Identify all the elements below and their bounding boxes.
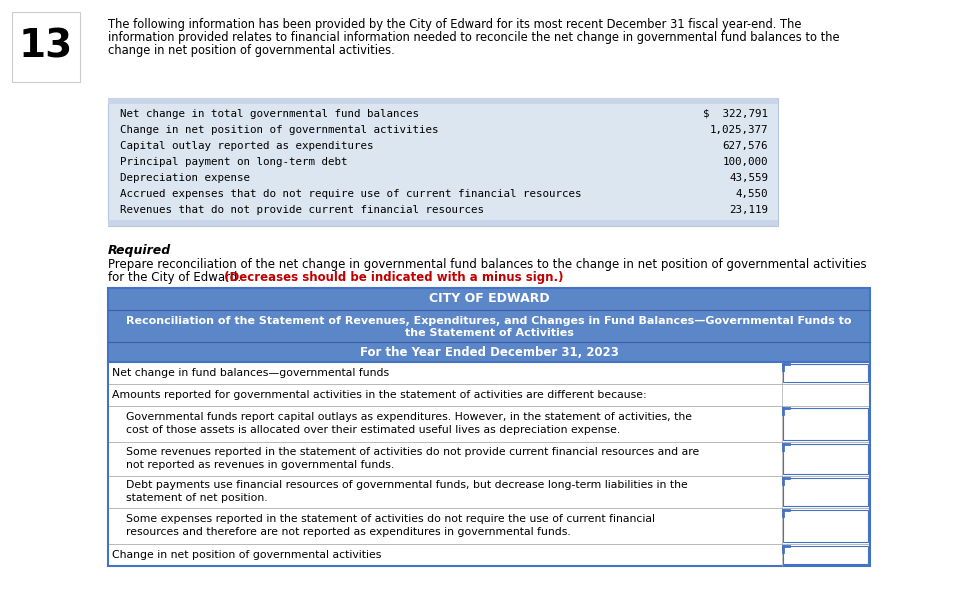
Bar	[108, 342, 870, 362]
Bar	[108, 288, 870, 310]
Text: Some revenues reported in the statement of activities do not provide current fin: Some revenues reported in the statement …	[126, 447, 699, 457]
Text: resources and therefore are not reported as expenditures in governmental funds.: resources and therefore are not reported…	[126, 527, 571, 537]
Text: $  322,791: $ 322,791	[703, 109, 768, 119]
Bar	[108, 544, 870, 566]
Bar	[108, 220, 778, 226]
Text: For the Year Ended December 31, 2023: For the Year Ended December 31, 2023	[360, 345, 619, 359]
Text: 1,025,377: 1,025,377	[710, 125, 768, 135]
Text: Accrued expenses that do not require use of current financial resources: Accrued expenses that do not require use…	[120, 189, 581, 199]
Text: Capital outlay reported as expenditures: Capital outlay reported as expenditures	[120, 141, 373, 151]
Text: Governmental funds report capital outlays as expenditures. However, in the state: Governmental funds report capital outlay…	[126, 412, 692, 422]
Bar	[783, 510, 868, 542]
Text: 43,559: 43,559	[729, 173, 768, 183]
Text: 100,000: 100,000	[722, 157, 768, 167]
Text: 4,550: 4,550	[736, 189, 768, 199]
Text: Reconciliation of the Statement of Revenues, Expenditures, and Changes in Fund B: Reconciliation of the Statement of Reven…	[126, 316, 852, 326]
Bar	[108, 98, 778, 226]
Text: The following information has been provided by the City of Edward for its most r: The following information has been provi…	[108, 18, 801, 31]
Text: the Statement of Activities: the Statement of Activities	[405, 328, 574, 338]
Text: Amounts reported for governmental activities in the statement of activities are : Amounts reported for governmental activi…	[112, 390, 647, 399]
Text: Required: Required	[108, 244, 172, 257]
Text: 627,576: 627,576	[722, 141, 768, 151]
Bar	[108, 98, 778, 104]
Bar	[108, 476, 870, 508]
Text: for the City of Edward.: for the City of Edward.	[108, 271, 241, 284]
Bar	[108, 310, 870, 342]
Text: Net change in total governmental fund balances: Net change in total governmental fund ba…	[120, 109, 419, 119]
Text: Revenues that do not provide current financial resources: Revenues that do not provide current fin…	[120, 205, 484, 215]
Bar	[108, 362, 870, 566]
Bar	[783, 444, 868, 474]
Text: Net change in fund balances—governmental funds: Net change in fund balances—governmental…	[112, 367, 389, 378]
Bar	[108, 362, 870, 384]
Text: cost of those assets is allocated over their estimated useful lives as depreciat: cost of those assets is allocated over t…	[126, 425, 620, 435]
Bar	[108, 288, 870, 362]
Bar	[108, 406, 870, 442]
Bar	[783, 478, 868, 506]
Text: Principal payment on long-term debt: Principal payment on long-term debt	[120, 157, 347, 167]
Bar	[108, 508, 870, 544]
Text: information provided relates to financial information needed to reconcile the ne: information provided relates to financia…	[108, 31, 840, 44]
Text: Some expenses reported in the statement of activities do not require the use of : Some expenses reported in the statement …	[126, 514, 655, 524]
Bar	[108, 442, 870, 476]
Text: statement of net position.: statement of net position.	[126, 493, 268, 503]
Text: not reported as revenues in governmental funds.: not reported as revenues in governmental…	[126, 460, 394, 470]
Bar	[783, 364, 868, 382]
Text: change in net position of governmental activities.: change in net position of governmental a…	[108, 44, 394, 57]
Bar	[783, 546, 868, 564]
Text: (Decreases should be indicated with a minus sign.): (Decreases should be indicated with a mi…	[220, 271, 564, 284]
Bar	[12, 12, 80, 82]
Text: 13: 13	[19, 28, 73, 66]
Bar	[108, 384, 870, 406]
Bar	[783, 408, 868, 440]
Text: Debt payments use financial resources of governmental funds, but decrease long-t: Debt payments use financial resources of…	[126, 480, 687, 490]
Text: CITY OF EDWARD: CITY OF EDWARD	[429, 292, 549, 305]
Text: Prepare reconciliation of the net change in governmental fund balances to the ch: Prepare reconciliation of the net change…	[108, 258, 867, 271]
Text: Change in net position of governmental activities: Change in net position of governmental a…	[120, 125, 439, 135]
Text: Change in net position of governmental activities: Change in net position of governmental a…	[112, 550, 382, 559]
Text: 23,119: 23,119	[729, 205, 768, 215]
Text: Depreciation expense: Depreciation expense	[120, 173, 250, 183]
